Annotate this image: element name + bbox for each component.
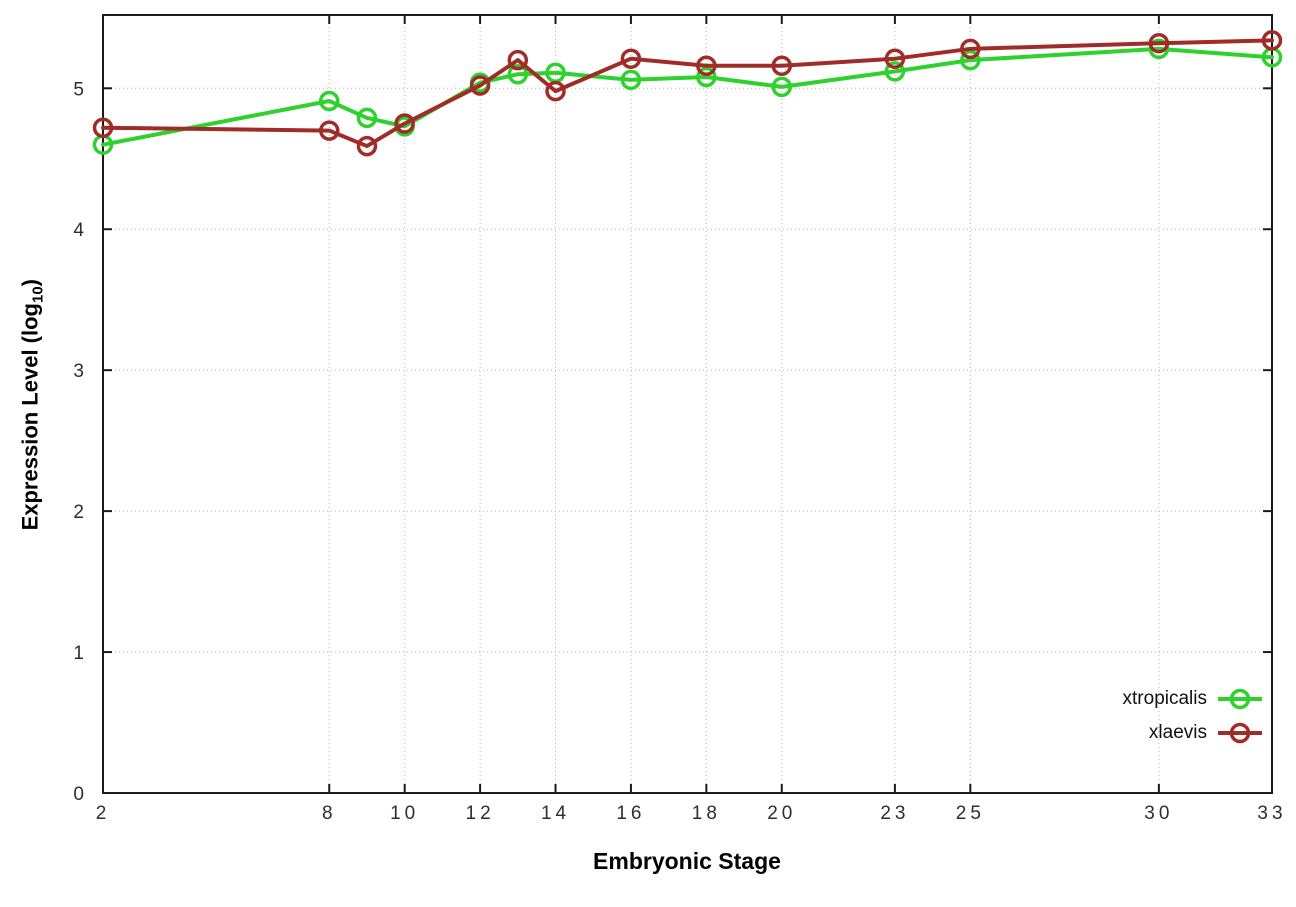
y-tick-label: 0 bbox=[73, 784, 88, 805]
legend-item-xlaevis: xlaevis bbox=[1123, 716, 1264, 750]
x-tick-label: 20 bbox=[767, 803, 796, 824]
data-point-xtropicalis bbox=[960, 49, 981, 71]
data-point-xlaevis bbox=[771, 55, 793, 76]
data-point-xlaevis bbox=[92, 117, 114, 139]
legend-label-xlaevis: xlaevis bbox=[1148, 722, 1207, 743]
x-tick-label: 12 bbox=[466, 803, 495, 824]
x-tick-label: 25 bbox=[956, 803, 985, 824]
data-point-xlaevis bbox=[960, 38, 981, 60]
y-axis-title-subscript: 10 bbox=[29, 286, 47, 304]
data-point-xlaevis bbox=[696, 55, 717, 76]
x-tick-label: 10 bbox=[390, 803, 419, 824]
legend-point-sample bbox=[1229, 722, 1251, 744]
data-point-xlaevis bbox=[356, 135, 378, 157]
legend-point-sample bbox=[1229, 688, 1251, 710]
y-tick-label: 5 bbox=[73, 79, 88, 100]
legend-marker-xtropicalis-icon bbox=[1218, 688, 1262, 710]
data-point-xtropicalis bbox=[771, 76, 793, 98]
x-tick-label: 18 bbox=[692, 803, 721, 824]
data-point-xtropicalis bbox=[884, 61, 906, 82]
series-line-xlaevis bbox=[101, 38, 1274, 149]
x-tick-label: 23 bbox=[880, 803, 909, 824]
data-point-xtropicalis bbox=[319, 90, 340, 112]
y-axis-title-close: ) bbox=[17, 278, 43, 287]
data-point-xtropicalis bbox=[507, 63, 529, 85]
x-tick-label: 8 bbox=[322, 803, 337, 824]
y-axis-title-text: Expression Level (log bbox=[17, 303, 43, 531]
data-point-xlaevis bbox=[884, 48, 906, 69]
x-axis-title: Embryonic Stage bbox=[593, 848, 781, 874]
data-point-xtropicalis bbox=[696, 66, 717, 88]
y-tick-label: 2 bbox=[73, 502, 88, 523]
x-tick-label: 2 bbox=[96, 803, 111, 824]
x-tick-label: 30 bbox=[1144, 803, 1173, 824]
x-tick-label: 33 bbox=[1257, 803, 1286, 824]
legend-label-xtropicalis: xtropicalis bbox=[1122, 688, 1207, 709]
data-point-xlaevis bbox=[394, 113, 415, 134]
x-tick-label: 16 bbox=[616, 803, 645, 824]
x-tick-label: 14 bbox=[541, 803, 570, 824]
data-point-xlaevis bbox=[469, 75, 491, 96]
data-point-xlaevis bbox=[1148, 32, 1170, 54]
data-point-xtropicalis bbox=[356, 107, 378, 129]
y-tick-label: 3 bbox=[73, 361, 88, 382]
legend-item-xtropicalis: xtropicalis bbox=[1123, 682, 1264, 716]
data-point-xlaevis bbox=[620, 48, 642, 69]
y-tick-label: 4 bbox=[73, 220, 88, 241]
plot-border bbox=[102, 14, 1273, 794]
data-point-xlaevis bbox=[319, 120, 340, 141]
data-point-xlaevis bbox=[545, 80, 566, 102]
legend: xtropicalis xlaevis bbox=[1123, 682, 1264, 750]
y-axis-title: Expression Level (log10) bbox=[17, 219, 46, 591]
y-tick-label: 1 bbox=[73, 643, 88, 664]
data-point-xtropicalis bbox=[620, 69, 642, 91]
data-point-xlaevis bbox=[507, 49, 529, 71]
data-point-xlaevis bbox=[1261, 30, 1283, 51]
legend-marker-xlaevis-icon bbox=[1218, 722, 1262, 744]
